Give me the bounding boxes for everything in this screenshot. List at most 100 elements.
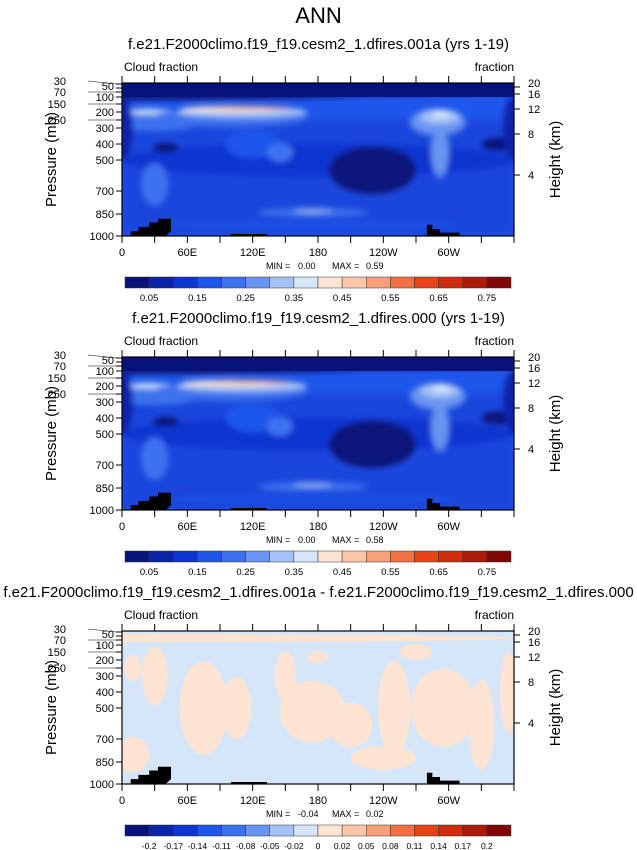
colorbar-label: 0.14 xyxy=(430,841,447,850)
colorbar-box xyxy=(366,550,391,563)
field-top-band xyxy=(122,357,514,371)
contour-region xyxy=(225,403,280,433)
y2-axis-label: Height (km) xyxy=(547,669,564,747)
colorbar: 0.05 0.15 0.25 0.35 0.45 0.55 0.65 0.75 xyxy=(124,550,512,578)
contour-region xyxy=(499,651,514,733)
colorbar-label: 0.55 xyxy=(381,293,400,304)
y-tick-label: 50 xyxy=(102,81,114,93)
contour-region xyxy=(432,385,450,392)
contour-region xyxy=(307,650,329,664)
x-tick-label: 0 xyxy=(119,795,125,807)
contour-region xyxy=(231,106,263,109)
colorbar-label: -0.17 xyxy=(164,841,184,850)
y-tick-label: 700 xyxy=(96,186,114,198)
main-title: ANN xyxy=(295,3,342,28)
y-tick-label: 200 xyxy=(96,655,114,667)
max-label: MAX = xyxy=(332,261,359,271)
y-tick-label: 500 xyxy=(96,703,114,715)
x-tick-label: 120W xyxy=(369,521,398,533)
min-value: 0.00 xyxy=(298,261,316,271)
colorbar-box xyxy=(148,276,174,289)
colorbar-label: 0.45 xyxy=(333,567,352,578)
x-tick-label: 60W xyxy=(437,521,460,533)
contour-region xyxy=(410,668,476,748)
colorbar-box xyxy=(148,824,174,837)
y-axis-label: Pressure (mb) xyxy=(43,660,60,755)
colorbar-box xyxy=(390,550,415,563)
contour-region xyxy=(122,143,514,177)
contour-region xyxy=(141,437,168,480)
contour-region xyxy=(350,745,416,770)
topography xyxy=(130,766,171,784)
colorbar-box xyxy=(124,824,150,837)
y-tick-label: 150 xyxy=(48,373,66,385)
y2-tick-label: 20 xyxy=(528,78,540,90)
contour-region xyxy=(124,654,142,682)
x-tick-label: 180 xyxy=(309,247,327,259)
y-tick-leader xyxy=(87,80,117,85)
max-label: MAX = xyxy=(332,809,359,819)
x-tick-label: 180 xyxy=(309,795,327,807)
x-tick-label: 60W xyxy=(437,795,460,807)
colorbar-box xyxy=(366,824,391,837)
colorbar-label: 0.75 xyxy=(478,567,497,578)
colorbar-box xyxy=(486,550,512,563)
y-axis-label: Pressure (mb) xyxy=(43,112,60,207)
contour-region xyxy=(432,111,450,118)
colorbar: 0.05 0.15 0.25 0.35 0.45 0.55 0.65 0.75 xyxy=(124,276,512,304)
y-axis-label: Pressure (mb) xyxy=(43,386,60,481)
y-tick-label: 250 xyxy=(48,115,66,127)
colorbar-label: 0.15 xyxy=(188,293,207,304)
y-tick-label: 200 xyxy=(96,381,114,393)
y2-tick-label: 16 xyxy=(528,363,540,375)
colorbar-box xyxy=(486,276,512,289)
right-label: fraction xyxy=(475,60,514,74)
y-tick-label: 100 xyxy=(96,366,114,378)
contour-region xyxy=(141,163,168,206)
field-band xyxy=(122,394,514,510)
x-tick-label: 60E xyxy=(178,521,198,533)
y-tick-label: 100 xyxy=(96,640,114,652)
contour-region xyxy=(431,402,449,451)
y-tick-label: 850 xyxy=(96,483,114,495)
contour-plot: Cloud fraction fraction 0 60E 120E 180 120W 60W… xyxy=(43,60,564,304)
contour-region xyxy=(132,109,160,112)
y2-tick-label: 8 xyxy=(528,403,534,415)
plot-area: 0 60E 120E 180 120W 60W1000850700500400300250… xyxy=(43,76,564,271)
colorbar-label: 0.35 xyxy=(285,293,304,304)
colorbar-box xyxy=(366,276,391,289)
max-value: 0.59 xyxy=(366,261,384,271)
x-tick-label: 60E xyxy=(178,795,198,807)
contour-region xyxy=(258,381,291,384)
contour-region xyxy=(279,680,346,743)
plot-area: 0 60E 120E 180 120W 60W1000850700500400300250… xyxy=(43,350,564,545)
y-tick-label: 400 xyxy=(96,687,114,699)
colorbar-label: 0.17 xyxy=(454,841,471,850)
colorbar-box xyxy=(221,550,246,563)
y-tick-label: 50 xyxy=(102,629,114,641)
y-tick-label: 300 xyxy=(96,397,114,409)
contour-region xyxy=(503,96,514,160)
y-tick-label: 1000 xyxy=(90,779,114,791)
contour-region xyxy=(258,107,291,110)
y2-axis-label: Height (km) xyxy=(547,121,564,199)
colorbar-box xyxy=(197,276,222,289)
y2-tick-label: 8 xyxy=(528,677,534,689)
colorbar-box xyxy=(221,276,246,289)
y-tick-label: 300 xyxy=(96,123,114,135)
y2-tick-label: 4 xyxy=(528,718,534,730)
colorbar-box xyxy=(462,550,488,563)
colorbar-box xyxy=(173,276,198,289)
max-value: 0.02 xyxy=(366,809,384,819)
y-tick-label: 250 xyxy=(48,389,66,401)
min-value: 0.00 xyxy=(298,535,316,545)
topography xyxy=(426,498,460,510)
y-tick-label: 1000 xyxy=(90,505,114,517)
colorbar-box xyxy=(317,276,343,289)
y-tick-label: 70 xyxy=(54,361,66,373)
right-label: fraction xyxy=(475,608,514,622)
topography xyxy=(426,224,460,236)
y2-axis-label: Height (km) xyxy=(547,395,564,473)
max-label: MAX = xyxy=(332,535,359,545)
